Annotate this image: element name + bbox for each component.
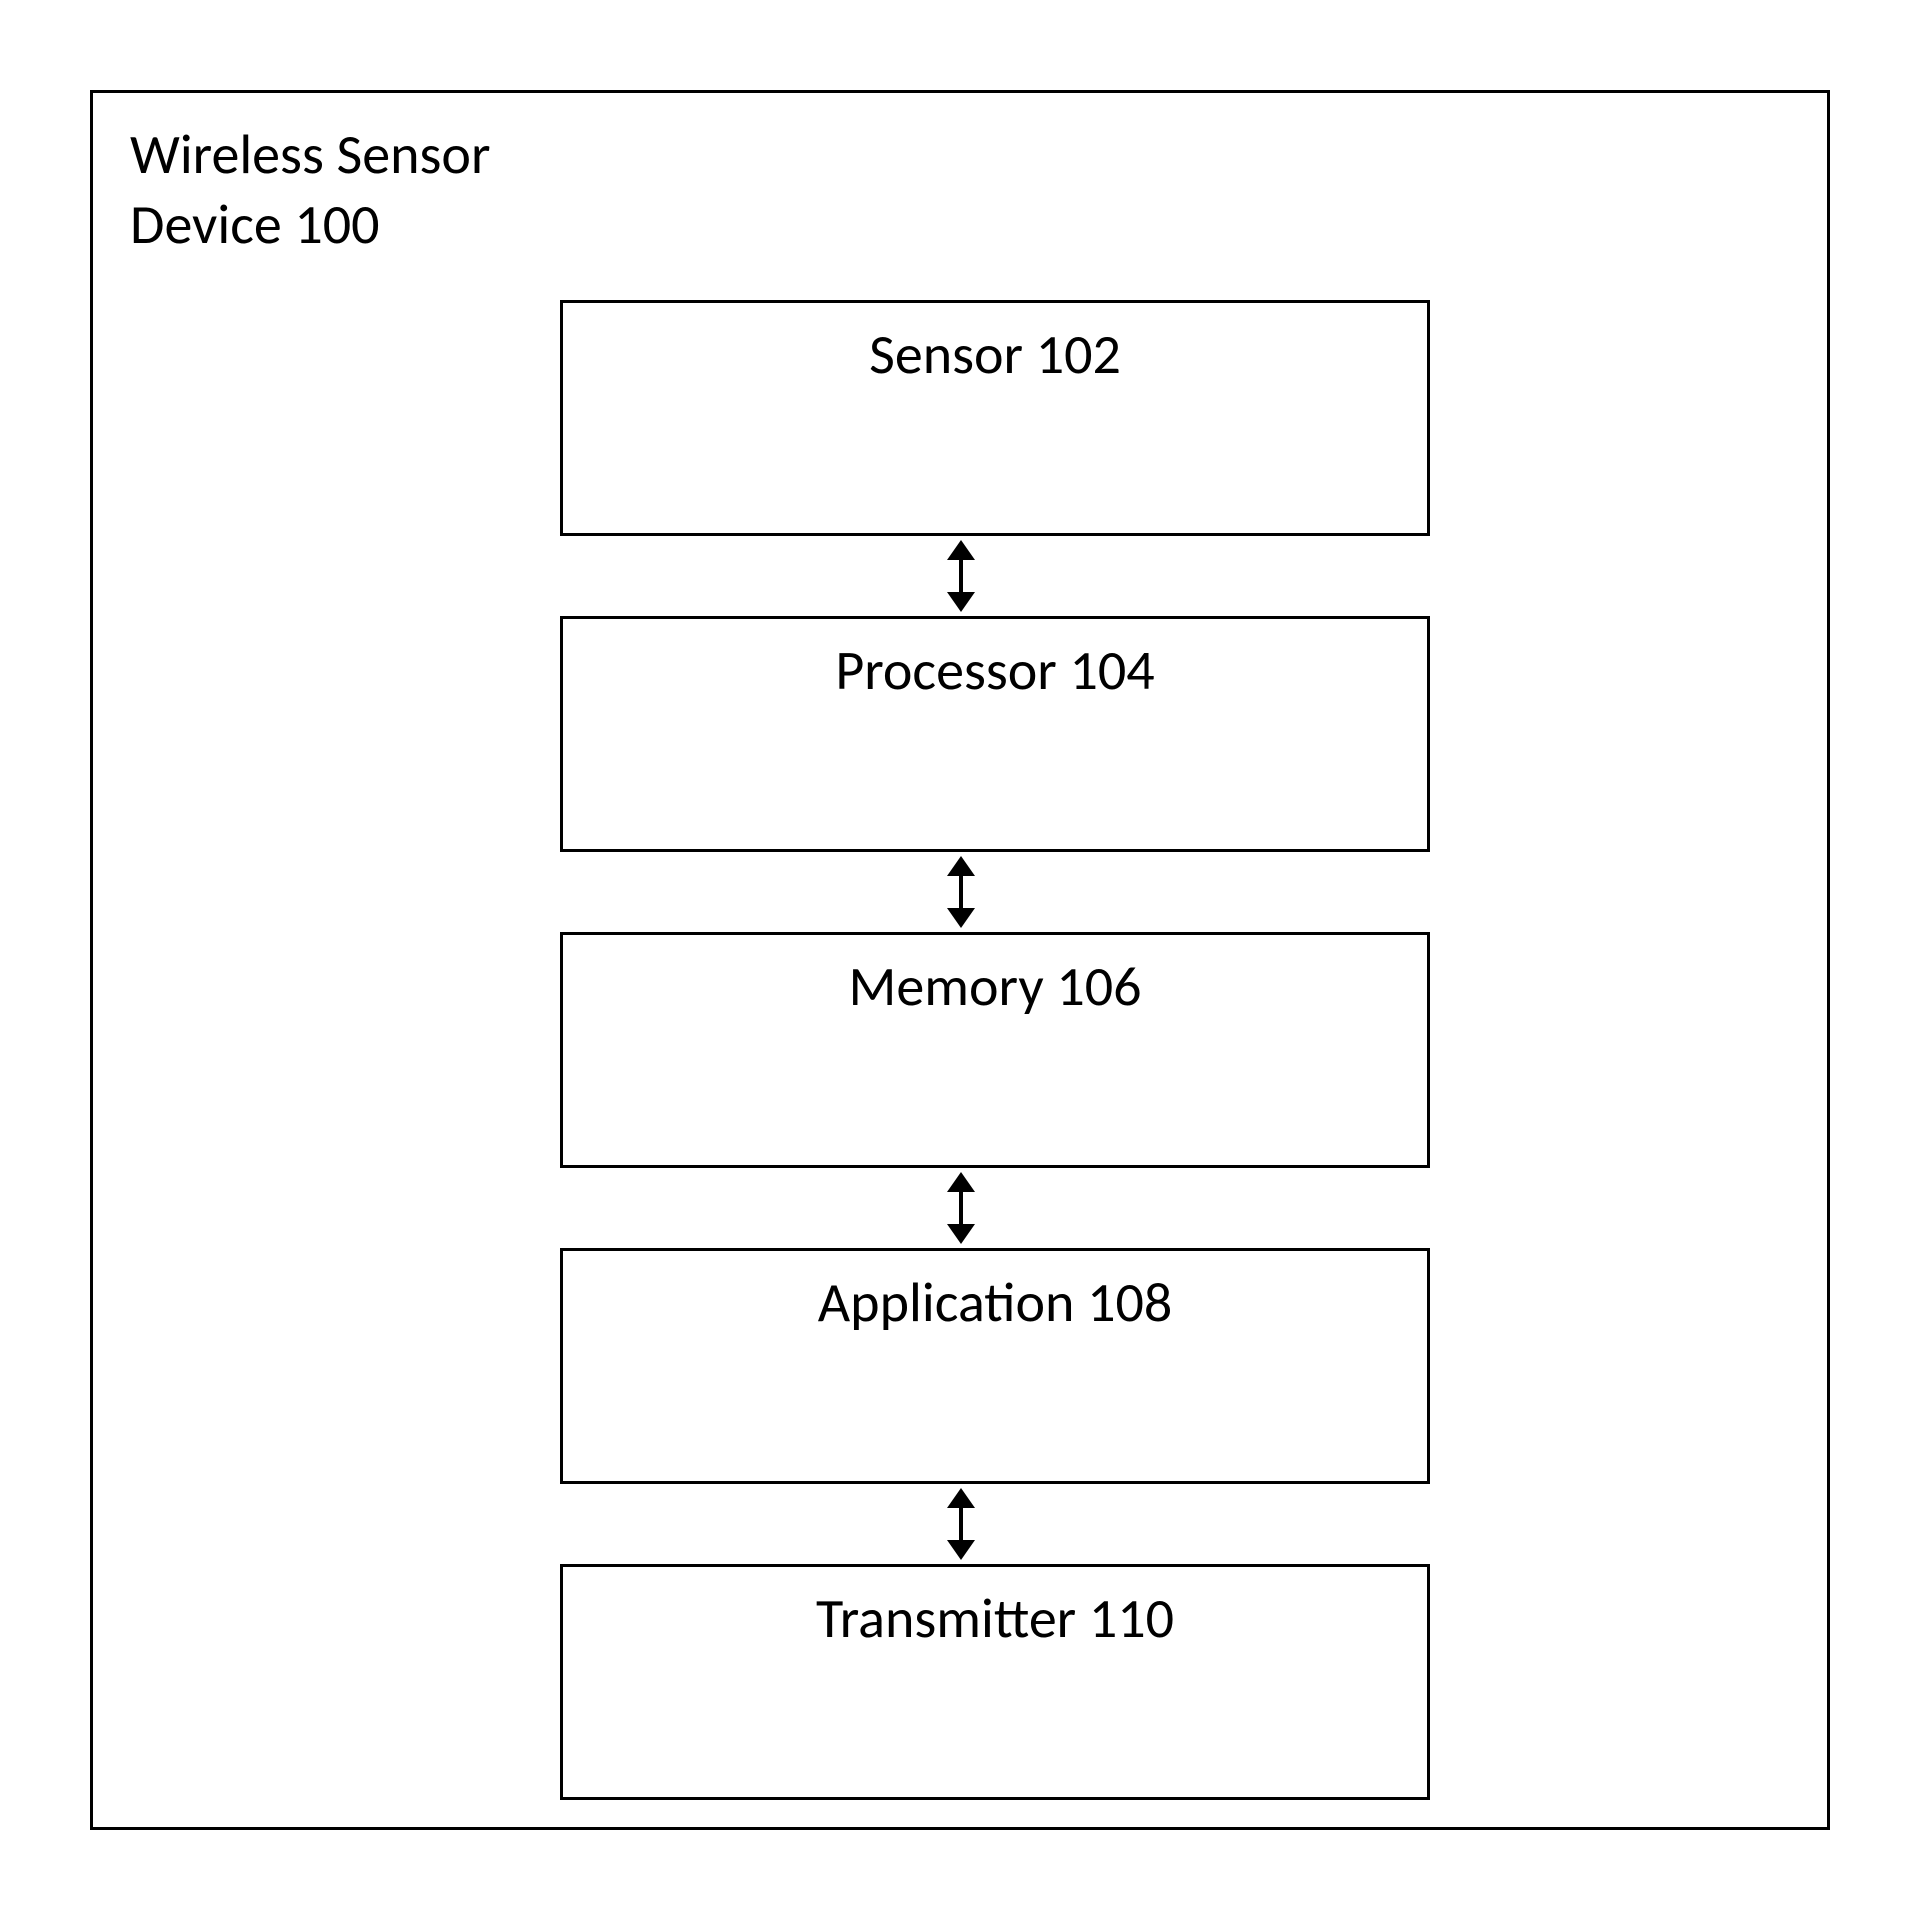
block-application-label: Application 108 xyxy=(563,1269,1427,1337)
block-transmitter-label: Transmitter 110 xyxy=(563,1585,1427,1653)
block-memory: Memory 106 xyxy=(560,932,1430,1168)
block-sensor-label: Sensor 102 xyxy=(563,321,1427,389)
diagram-canvas: Wireless Sensor Device 100 Sensor 102 Pr… xyxy=(0,0,1921,1910)
block-processor: Processor 104 xyxy=(560,616,1430,852)
outer-title: Wireless Sensor Device 100 xyxy=(130,120,490,260)
block-sensor: Sensor 102 xyxy=(560,300,1430,536)
outer-title-line1: Wireless Sensor xyxy=(130,120,490,190)
block-transmitter: Transmitter 110 xyxy=(560,1564,1430,1800)
block-memory-label: Memory 106 xyxy=(563,953,1427,1021)
block-processor-label: Processor 104 xyxy=(563,637,1427,705)
outer-title-line2: Device 100 xyxy=(130,190,490,260)
block-application: Application 108 xyxy=(560,1248,1430,1484)
